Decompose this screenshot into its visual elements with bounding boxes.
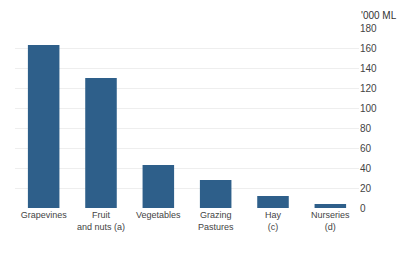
svg-text:0: 0	[360, 203, 366, 214]
svg-text:Fruitand nuts (a): Fruitand nuts (a)	[77, 210, 125, 232]
svg-text:Nurseries(d): Nurseries(d)	[311, 210, 350, 232]
svg-text:180: 180	[360, 23, 377, 34]
svg-text:Hay(c): Hay(c)	[265, 210, 282, 232]
svg-text:120: 120	[360, 83, 377, 94]
svg-text:160: 160	[360, 43, 377, 54]
svg-text:'000 ML: '000 ML	[361, 10, 397, 21]
svg-text:140: 140	[360, 63, 377, 74]
svg-text:Grapevines: Grapevines	[21, 210, 68, 220]
svg-text:80: 80	[360, 123, 372, 134]
svg-text:100: 100	[360, 103, 377, 114]
svg-text:20: 20	[360, 183, 372, 194]
svg-text:40: 40	[360, 163, 372, 174]
svg-text:Vegetables: Vegetables	[136, 210, 181, 220]
svg-text:GrazingPastures: GrazingPastures	[198, 210, 234, 232]
svg-text:60: 60	[360, 143, 372, 154]
